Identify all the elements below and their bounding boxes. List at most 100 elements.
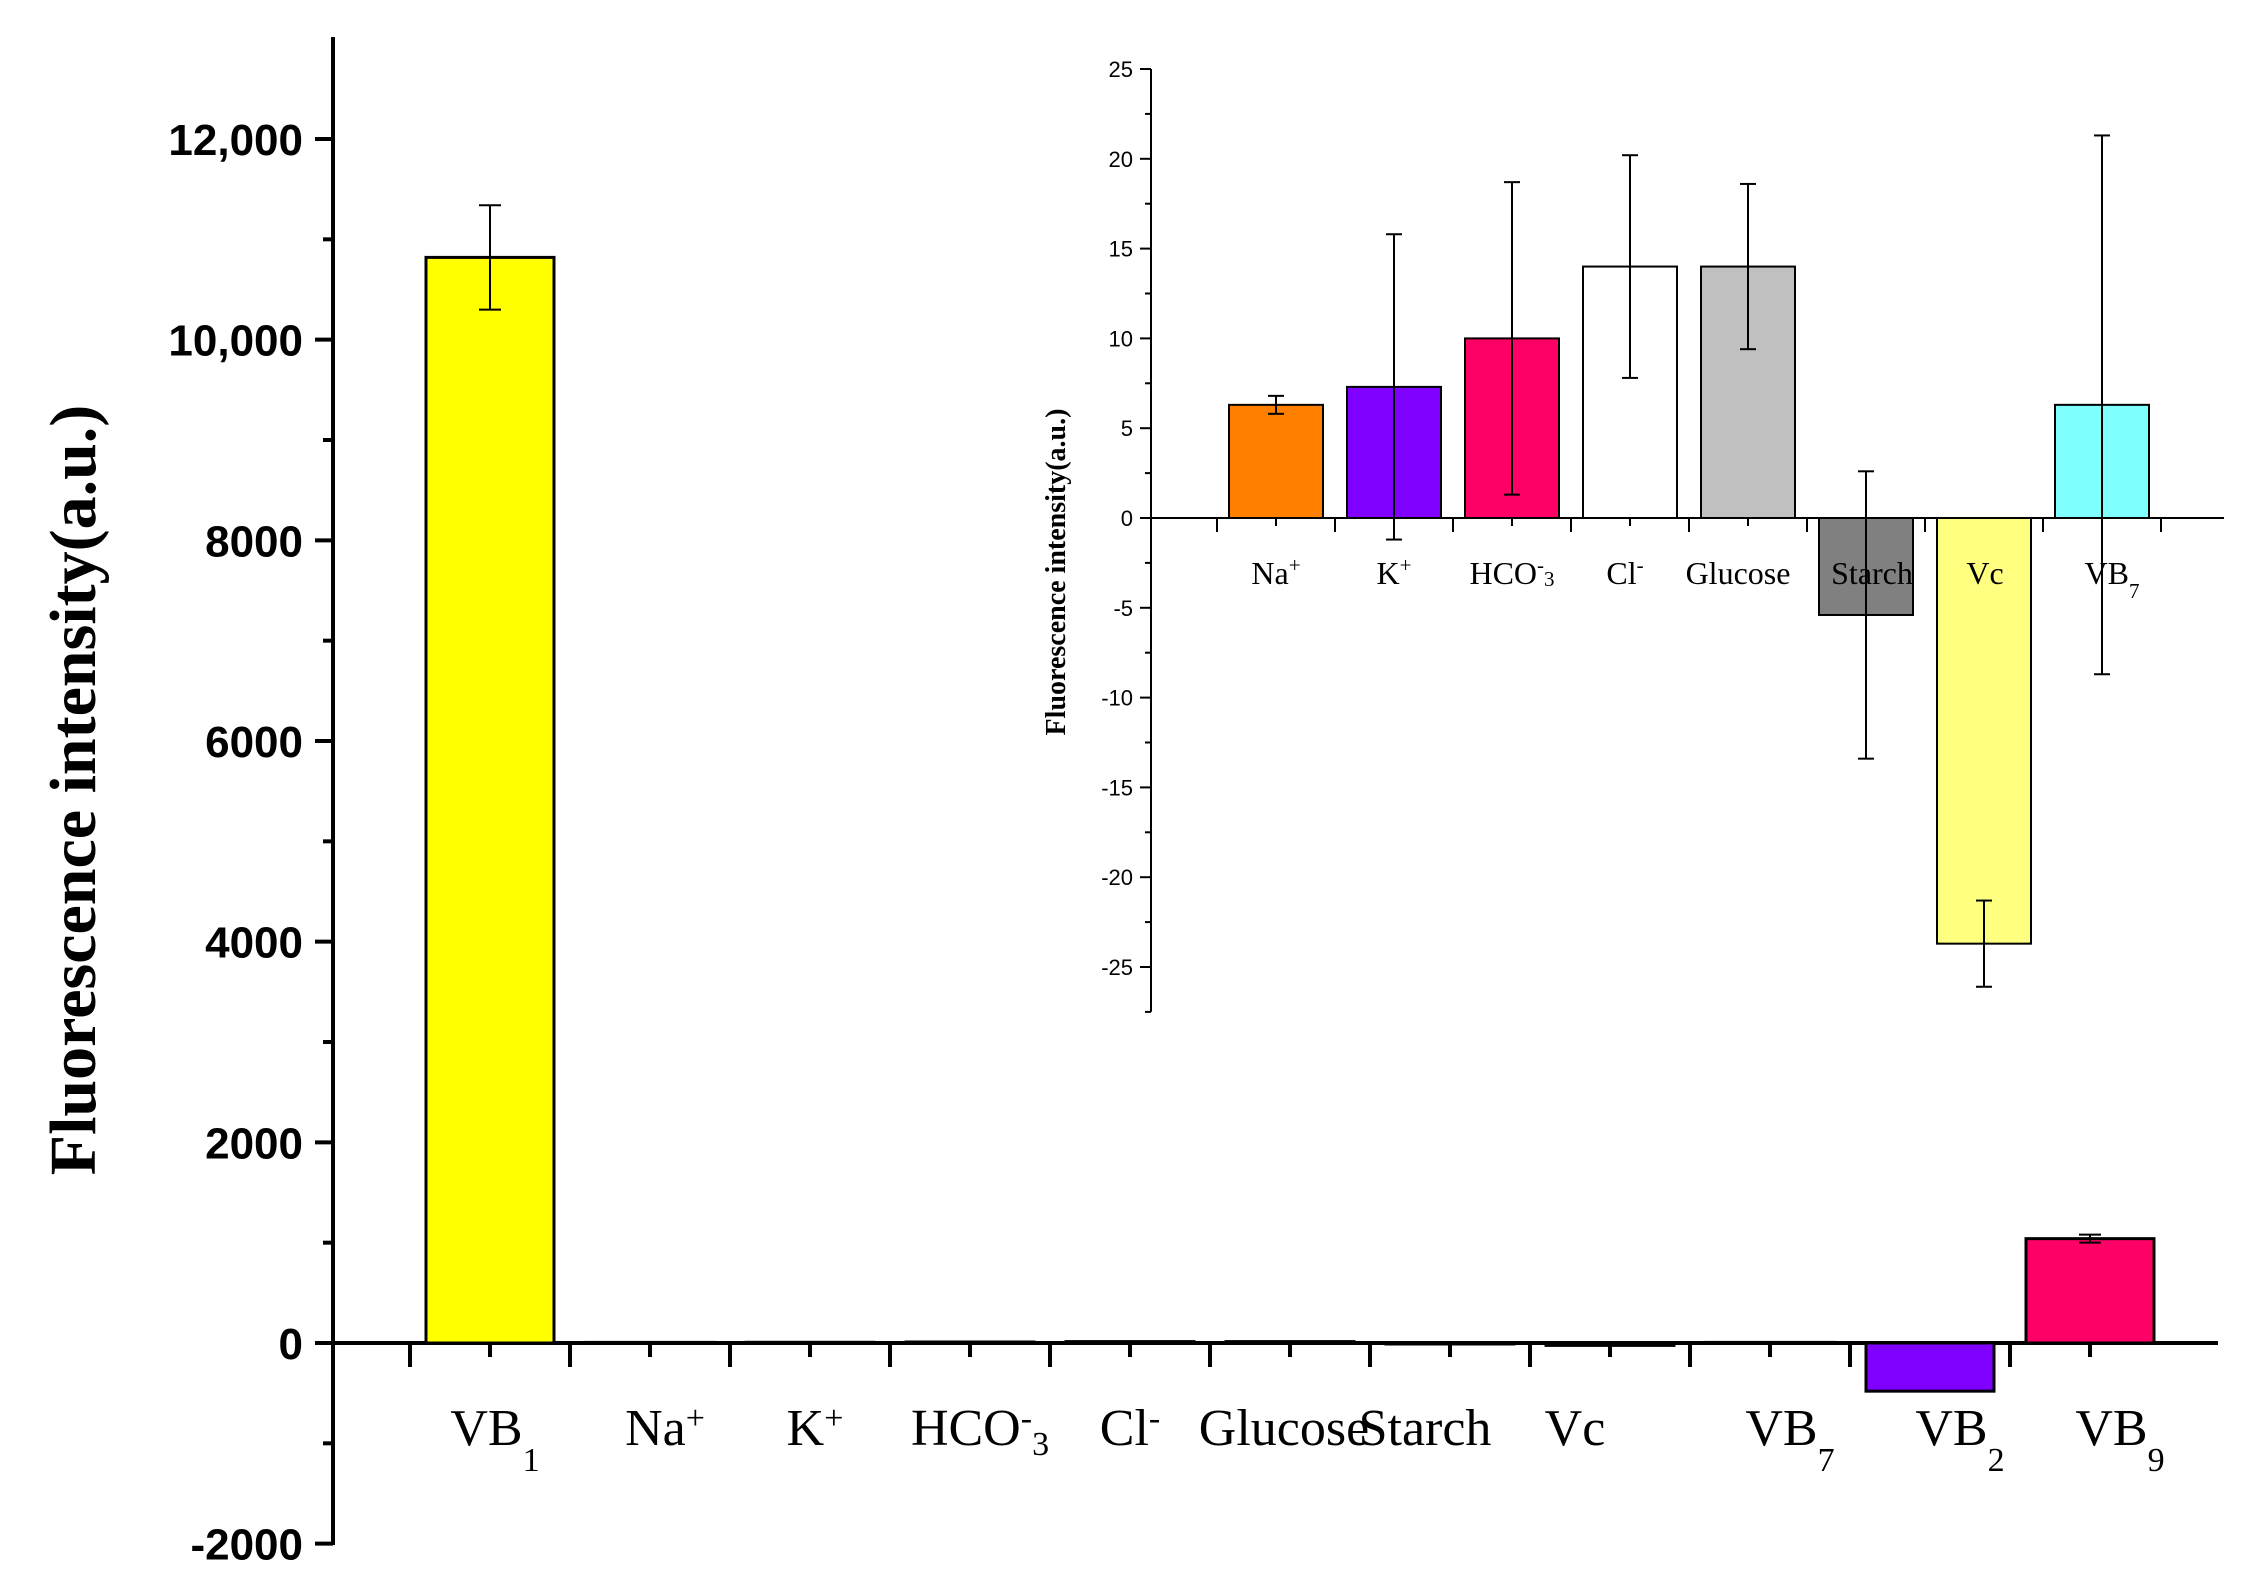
inset-x-category-label-text: Cl	[1606, 555, 1636, 591]
x-category-label-text: Glucose	[1199, 1400, 1369, 1457]
inset-x-category-label-text: VB	[2085, 555, 2129, 591]
x-category-label: K+	[787, 1400, 844, 1457]
error-bar	[2079, 1233, 2101, 1244]
bar	[1224, 1340, 1356, 1345]
x-category-label: VB2	[1915, 1400, 2004, 1479]
inset-y-tick-label: 20	[1109, 147, 1133, 172]
y-tick-label: 6000	[205, 718, 303, 767]
inset-error-bar	[1386, 233, 1402, 541]
bar	[584, 1340, 716, 1345]
x-category-label-superscript: -	[1149, 1400, 1160, 1437]
bar	[1544, 1341, 1676, 1347]
main-labels: -20000200040006000800010,00012,000VB1Na+…	[37, 116, 2165, 1570]
inset-y-tick-label: 5	[1121, 416, 1133, 441]
x-category-label-text: VB	[1745, 1400, 1817, 1457]
inset-x-category-label-text: Vc	[1966, 555, 2003, 591]
main-axes	[315, 37, 2218, 1546]
bar	[1864, 1341, 1996, 1393]
inset-x-category-label-text: Na	[1251, 555, 1288, 591]
inset-error-bar	[1858, 470, 1874, 760]
x-category-label: Starch	[1359, 1400, 1492, 1457]
x-category-label-subscript: 1	[523, 1442, 540, 1479]
x-category-label: VB7	[1745, 1400, 1834, 1479]
y-tick-label: 0	[279, 1320, 303, 1369]
inset-error-bar	[1976, 899, 1992, 988]
x-category-label-superscript: -	[1021, 1400, 1032, 1437]
x-category-label-text: K	[787, 1400, 825, 1457]
error-bar	[479, 204, 501, 311]
x-category-label-text: Cl	[1100, 1400, 1149, 1457]
inset-x-category-label-text: HCO	[1469, 555, 1537, 591]
x-category-label: HCO-3	[911, 1400, 1049, 1463]
inset-x-category-label-superscript: +	[1289, 553, 1301, 577]
inset-y-tick-label: 25	[1109, 57, 1133, 82]
inset-x-category-label-subscript: 7	[2129, 579, 2140, 603]
x-category-label-text: Starch	[1359, 1400, 1492, 1457]
inset-x-category-label-text: Starch	[1831, 555, 1913, 591]
y-tick-label: 2000	[205, 1119, 303, 1168]
bar	[1704, 1340, 1836, 1345]
inset-y-tick-label: -5	[1113, 596, 1133, 621]
x-category-label-text: VB	[1915, 1400, 1987, 1457]
x-category-label-text: HCO	[911, 1400, 1021, 1457]
bar	[424, 255, 556, 1345]
inset-x-category-label-text: K	[1377, 555, 1400, 591]
x-category-label-subscript: 9	[2148, 1442, 2165, 1479]
inset-y-tick-label: 0	[1121, 506, 1133, 531]
inset-x-category-label: K+	[1377, 553, 1412, 591]
inset-x-category-label: Vc	[1966, 555, 2003, 591]
inset-y-tick-label: -10	[1101, 686, 1133, 711]
x-category-label-subscript: 7	[1818, 1442, 1835, 1479]
x-category-label-superscript: +	[824, 1400, 843, 1437]
inset-x-category-label-superscript: -	[1537, 553, 1544, 577]
inset-x-category-label: Glucose	[1686, 555, 1791, 591]
inset-error-bar	[1622, 154, 1638, 379]
inset-y-axis-title: Fluorescence intensity(a.u.)	[1041, 409, 1072, 736]
inset-y-tick-label: 15	[1109, 237, 1133, 262]
y-axis-title: Fluorescence intensity(a.u.)	[37, 405, 110, 1176]
bar	[1064, 1340, 1196, 1345]
y-tick-label: -2000	[190, 1521, 303, 1570]
inset-bar	[1936, 517, 2032, 945]
inset-bar	[1228, 403, 1324, 519]
inset-y-tick-label: -25	[1101, 955, 1133, 980]
inset-x-category-label-text: Glucose	[1686, 555, 1791, 591]
x-category-label-superscript: +	[686, 1400, 705, 1437]
main-bars	[424, 204, 2156, 1393]
x-category-label-text: Vc	[1545, 1400, 1606, 1457]
bar	[744, 1340, 876, 1345]
inset-axes	[1140, 68, 2224, 1013]
inset-x-category-label: VB7	[2085, 555, 2140, 603]
x-category-label-subscript: 2	[1988, 1442, 2005, 1479]
bar	[904, 1340, 1036, 1345]
y-tick-label: 10,000	[168, 317, 303, 366]
inset-y-tick-label: -20	[1101, 865, 1133, 890]
main-chart: -20000200040006000800010,00012,000VB1Na+…	[37, 37, 2218, 1570]
inset-x-category-label: Cl-	[1606, 553, 1643, 591]
inset-error-bar	[1268, 394, 1284, 415]
inset-x-category-label: HCO-3	[1469, 553, 1554, 591]
x-category-label-subscript: 3	[1032, 1426, 1049, 1463]
inset-error-bar	[1504, 181, 1520, 496]
y-tick-label: 12,000	[168, 116, 303, 165]
inset-x-category-label-superscript: +	[1400, 553, 1412, 577]
x-category-label-text: VB	[450, 1400, 522, 1457]
x-category-label: VB9	[2075, 1400, 2164, 1479]
inset-error-bar	[2094, 134, 2110, 676]
inset-x-category-label: Na+	[1251, 553, 1300, 591]
x-category-label: Glucose	[1199, 1400, 1369, 1457]
inset-x-category-label: Starch	[1831, 555, 1913, 591]
y-tick-label: 4000	[205, 919, 303, 968]
inset-bars	[1228, 134, 2150, 988]
inset-error-bar	[1740, 182, 1756, 351]
inset-y-tick-label: -15	[1101, 775, 1133, 800]
x-category-label: Cl-	[1100, 1400, 1160, 1457]
x-category-label: VB1	[450, 1400, 539, 1479]
inset-x-category-label-superscript: -	[1637, 553, 1644, 577]
bar	[2024, 1237, 2156, 1345]
x-category-label-text: VB	[2075, 1400, 2147, 1457]
x-category-label-text: Na	[625, 1400, 686, 1457]
y-tick-label: 8000	[205, 517, 303, 566]
